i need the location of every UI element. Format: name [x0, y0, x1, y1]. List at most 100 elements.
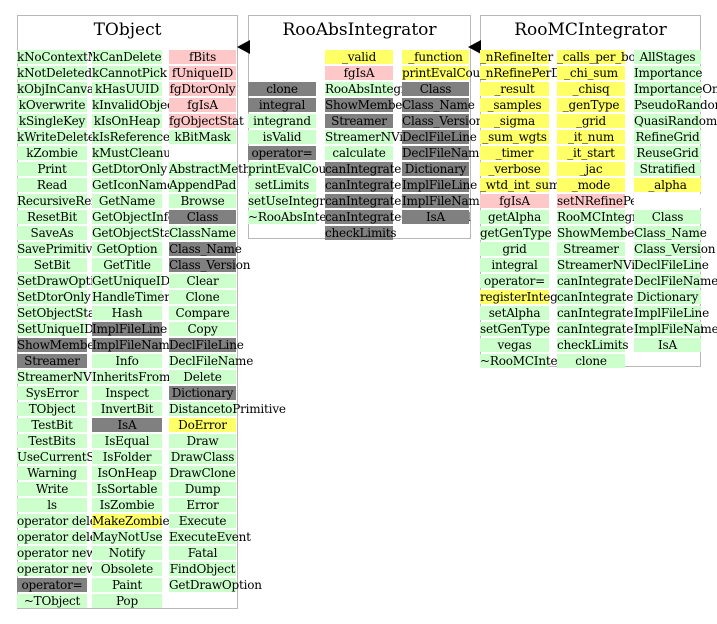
member-cell[interactable]: operator delete[]	[17, 530, 118, 544]
member-cell[interactable]: DistancetoPrimitive	[169, 402, 286, 416]
member-cell[interactable]: kNotDeleted	[17, 66, 92, 80]
member-cell[interactable]: ImplFileLine	[634, 306, 709, 320]
member-cell[interactable]: _function	[402, 50, 469, 64]
member-cell[interactable]: Class_Version	[169, 258, 251, 272]
member-cell[interactable]: calculate	[325, 146, 393, 160]
member-cell[interactable]: kIsOnHeap	[92, 114, 162, 128]
member-cell[interactable]: Obsolete	[92, 562, 162, 576]
member-cell[interactable]: checkLimits	[557, 338, 629, 352]
member-cell[interactable]: Execute	[169, 514, 236, 528]
member-cell[interactable]: GetTitle	[92, 258, 162, 272]
member-cell[interactable]: FindObject	[169, 562, 236, 576]
member-cell[interactable]: _wtd_int_sum	[480, 178, 561, 192]
member-cell[interactable]: TestBit	[17, 418, 87, 432]
member-cell[interactable]: printEvalCounter	[248, 162, 351, 176]
member-cell[interactable]: fgIsA	[169, 98, 236, 112]
member-cell[interactable]: Pop	[92, 594, 162, 608]
member-cell[interactable]: UseCurrentStyle	[17, 450, 117, 464]
member-cell[interactable]: _alpha	[634, 178, 701, 192]
member-cell[interactable]: setNRefinePerDim	[557, 194, 667, 208]
member-cell[interactable]: IsZombie	[92, 498, 162, 512]
member-cell[interactable]: setGenType	[480, 322, 551, 336]
member-cell[interactable]: _nRefineIter	[480, 50, 553, 64]
member-cell[interactable]: operator delete	[17, 514, 109, 528]
member-cell[interactable]: ImplFileName	[634, 322, 717, 336]
member-cell[interactable]: StreamerNVirtual	[557, 258, 664, 272]
member-cell[interactable]: DeclFileLine	[634, 258, 709, 272]
member-cell[interactable]: Draw	[169, 434, 236, 448]
member-cell[interactable]: RooAbsIntegrator	[325, 82, 431, 96]
member-cell[interactable]: _sum_wgts	[480, 130, 549, 144]
member-cell[interactable]: DeclFileName	[169, 354, 254, 368]
member-cell[interactable]: IsEqual	[92, 434, 162, 448]
member-cell[interactable]: canIntegrate2D	[325, 178, 418, 192]
member-cell[interactable]: ReuseGrid	[634, 146, 701, 160]
member-cell[interactable]: GetObjectInfo	[92, 210, 175, 224]
member-cell[interactable]: kIsReferenced	[92, 130, 178, 144]
member-cell[interactable]: Copy	[169, 322, 236, 336]
member-cell[interactable]: Warning	[17, 466, 87, 480]
member-cell[interactable]: DrawClass	[169, 450, 236, 464]
member-cell[interactable]: setLimits	[248, 178, 316, 192]
member-cell[interactable]: Hash	[92, 306, 162, 320]
member-cell[interactable]: ~RooMCIntegrator	[480, 354, 595, 368]
member-cell[interactable]: DrawClone	[169, 466, 236, 480]
member-cell[interactable]: SetObjectStat	[17, 306, 100, 320]
member-cell[interactable]: fgIsA	[480, 194, 549, 208]
member-cell[interactable]: SysError	[17, 386, 87, 400]
member-cell[interactable]: Stratified	[634, 162, 701, 176]
member-cell[interactable]: Inspect	[92, 386, 162, 400]
member-cell[interactable]: IsA	[92, 418, 162, 432]
member-cell[interactable]: kMustCleanup	[92, 146, 179, 160]
member-cell[interactable]: kInvalidObject	[92, 98, 179, 112]
member-cell[interactable]: _verbose	[480, 162, 549, 176]
member-cell[interactable]: getAlpha	[480, 210, 549, 224]
member-cell[interactable]: kOverwrite	[17, 98, 87, 112]
member-cell[interactable]: vegas	[480, 338, 549, 352]
member-cell[interactable]: operator=	[248, 146, 316, 160]
member-cell[interactable]: Streamer	[325, 114, 393, 128]
member-cell[interactable]: _chisq	[557, 82, 625, 96]
member-cell[interactable]: Info	[92, 354, 162, 368]
member-cell[interactable]: canIntegrate1D	[557, 274, 650, 288]
member-cell[interactable]: ~TObject	[17, 594, 87, 608]
member-cell[interactable]: Class_Version	[402, 114, 484, 128]
member-cell[interactable]: operator=	[480, 274, 549, 288]
member-cell[interactable]: SavePrimitive	[17, 242, 100, 256]
member-cell[interactable]: ls	[17, 498, 87, 512]
member-cell[interactable]: integral	[480, 258, 549, 272]
member-cell[interactable]: RecursiveRemove	[17, 194, 123, 208]
member-cell[interactable]: HandleTimer	[92, 290, 170, 304]
member-cell[interactable]: _chi_sum	[557, 66, 625, 80]
member-cell[interactable]: operator new[]	[17, 562, 106, 576]
member-cell[interactable]: _timer	[480, 146, 549, 160]
member-cell[interactable]: ~RooAbsIntegrator	[248, 210, 364, 224]
member-cell[interactable]: Class_Version	[634, 242, 716, 256]
member-cell[interactable]: AllStages	[634, 50, 701, 64]
member-cell[interactable]: canIntegrateND	[325, 194, 421, 208]
member-cell[interactable]: integrand	[248, 114, 316, 128]
member-cell[interactable]: PseudoRandom	[634, 98, 717, 112]
member-cell[interactable]: InvertBit	[92, 402, 162, 416]
member-cell[interactable]: TestBits	[17, 434, 87, 448]
member-cell[interactable]: AbstractMethod	[169, 162, 265, 176]
member-cell[interactable]: kBitMask	[169, 130, 236, 144]
member-cell[interactable]: Clone	[169, 290, 236, 304]
member-cell[interactable]: _jac	[557, 162, 625, 176]
member-cell[interactable]: checkLimits	[325, 226, 397, 240]
member-cell[interactable]: GetIconName	[92, 178, 174, 192]
member-cell[interactable]: Streamer	[17, 354, 87, 368]
member-cell[interactable]: _nRefinePerDim	[480, 66, 576, 80]
member-cell[interactable]: fgObjectStat	[169, 114, 244, 128]
member-cell[interactable]: canIntegrate1D	[325, 162, 418, 176]
member-cell[interactable]: kCanDelete	[92, 50, 162, 64]
member-cell[interactable]: _it_num	[557, 130, 625, 144]
member-cell[interactable]: IsFolder	[92, 450, 162, 464]
member-cell[interactable]: kSingleKey	[17, 114, 87, 128]
member-cell[interactable]: clone	[248, 82, 316, 96]
member-cell[interactable]: Dump	[169, 482, 236, 496]
member-cell[interactable]: ExecuteEvent	[169, 530, 251, 544]
member-cell[interactable]: InheritsFrom	[92, 370, 171, 384]
member-cell[interactable]: integral	[248, 98, 316, 112]
member-cell[interactable]: ImplFileName	[402, 194, 487, 208]
